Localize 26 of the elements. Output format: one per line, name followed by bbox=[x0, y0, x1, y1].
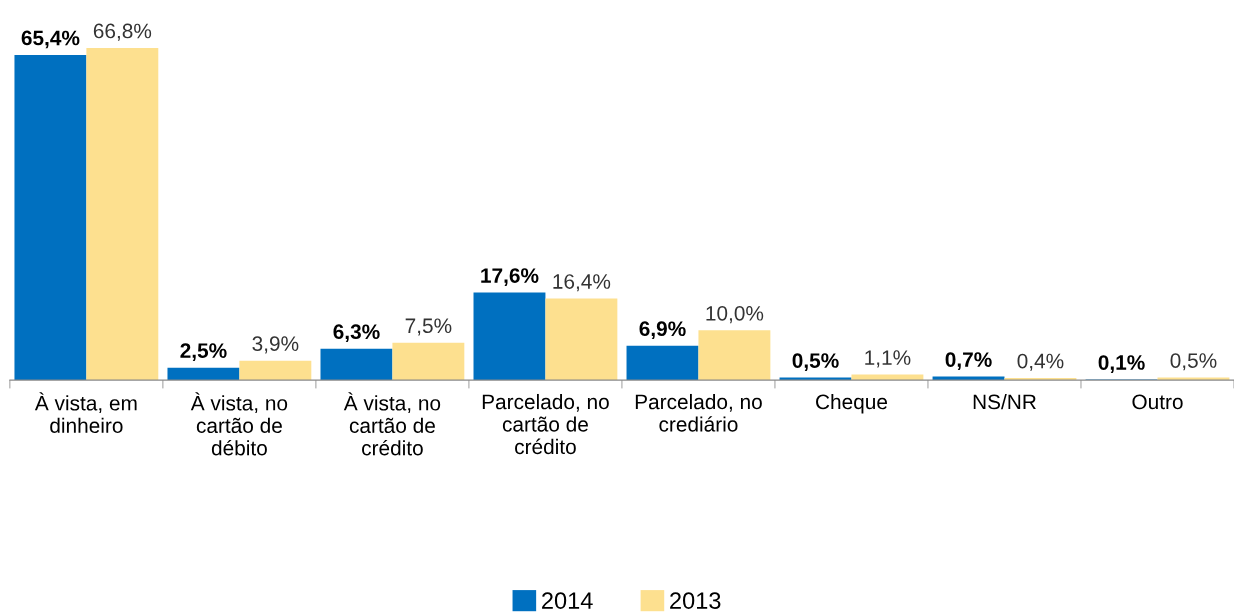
data-label: 6,9% bbox=[639, 321, 686, 340]
legend-label: 2014 bbox=[542, 592, 593, 609]
data-label: 0,5% bbox=[1170, 353, 1217, 371]
data-label: 3,9% bbox=[252, 336, 299, 354]
data-label: 0,1% bbox=[1098, 355, 1145, 373]
legend-label: 2013 bbox=[670, 592, 721, 609]
data-label: 65,4% bbox=[21, 30, 80, 49]
data-label: 16,4% bbox=[553, 274, 611, 292]
data-label: 0,7% bbox=[945, 352, 992, 370]
data-label: 0,5% bbox=[792, 353, 839, 371]
x-tick-label: Cheque bbox=[816, 393, 888, 414]
data-label: 6,3% bbox=[333, 324, 380, 343]
x-tick-label: Parcelado, no crediário bbox=[635, 393, 762, 432]
x-tick-label: À vista, no cartão de débito bbox=[190, 392, 288, 456]
data-label: 0,4% bbox=[1017, 353, 1064, 371]
x-tick-label: NS/NR bbox=[973, 393, 1036, 410]
data-label: 17,6% bbox=[481, 268, 539, 286]
data-label: 10,0% bbox=[706, 305, 764, 324]
x-tick-label: À vista, em dinheiro bbox=[34, 392, 137, 434]
x-tick-label: Outro bbox=[1132, 394, 1183, 410]
x-tick-label: Parcelado, no cartão de crédito bbox=[482, 393, 609, 455]
data-label: 2,5% bbox=[180, 343, 227, 361]
data-label: 1,1% bbox=[865, 350, 911, 368]
x-tick-label: À vista, no cartão de crédito bbox=[343, 392, 441, 456]
data-label: 66,8% bbox=[93, 23, 152, 41]
data-label: 7,5% bbox=[405, 318, 452, 336]
